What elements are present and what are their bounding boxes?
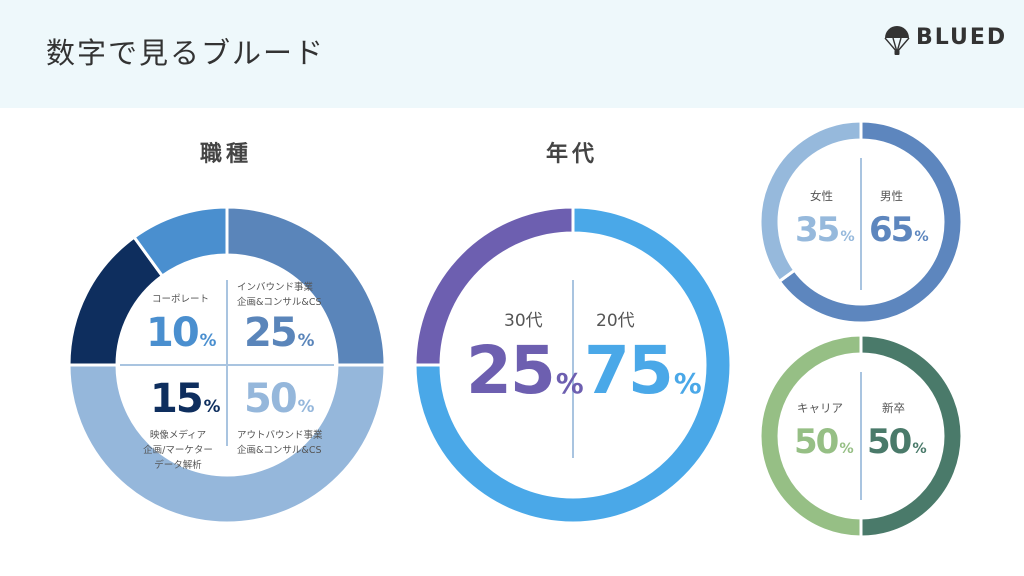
job-donut xyxy=(67,205,387,525)
job-section-title: 職種 xyxy=(200,142,253,167)
gender-segment-male xyxy=(777,119,964,325)
percent-sign: % xyxy=(199,330,217,350)
percent-sign: % xyxy=(839,441,854,457)
hire-value-career: 50% xyxy=(794,422,854,462)
job-label-inbound: インバウンド事業 企画&コンサル&CS xyxy=(237,282,322,308)
gender-label-female: 女性 xyxy=(810,189,833,203)
logo-text: BLUED xyxy=(916,25,1008,50)
blued-logo: BLUED xyxy=(882,24,1005,56)
job-number-media: 15 xyxy=(150,376,204,422)
gender-number-female: 35 xyxy=(795,210,840,250)
job-value-inbound: 25% xyxy=(244,310,315,356)
age-segment-20s xyxy=(413,205,733,525)
gender-value-male: 65% xyxy=(869,210,929,250)
percent-sign: % xyxy=(297,396,315,416)
job-label-media: 映像メディア 企画/マーケター データ解析 xyxy=(143,430,213,471)
age-number-20s: 75 xyxy=(584,332,674,409)
percent-sign: % xyxy=(912,441,927,457)
age-donut xyxy=(413,205,733,525)
parachute-icon xyxy=(884,26,910,55)
gender-value-female: 35% xyxy=(795,210,855,250)
hire-number-career: 50 xyxy=(794,422,839,462)
gender-segment-female xyxy=(758,119,863,283)
age-value-30s: 25% xyxy=(466,332,584,409)
header-band xyxy=(0,0,1024,108)
job-number-outbound: 50 xyxy=(244,376,298,422)
gender-donut xyxy=(758,119,964,325)
age-value-20s: 75% xyxy=(584,332,702,409)
percent-sign: % xyxy=(555,367,584,400)
hire-donut xyxy=(758,333,964,539)
job-number-corporate: 10 xyxy=(146,310,200,356)
percent-sign: % xyxy=(203,396,221,416)
gender-label-male: 男性 xyxy=(880,189,903,203)
percent-sign: % xyxy=(840,229,855,245)
percent-sign: % xyxy=(297,330,315,350)
job-segment-corporate xyxy=(132,205,229,278)
job-value-outbound: 50% xyxy=(244,376,315,422)
job-label-outbound: アウトバウンド事業 企画&コンサル&CS xyxy=(237,430,323,456)
age-segment-30s xyxy=(413,205,575,367)
job-segment-outbound xyxy=(67,363,387,525)
page-title: 数字で見るブルード xyxy=(46,36,326,70)
job-value-corporate: 10% xyxy=(146,310,217,356)
hire-number-newgrad: 50 xyxy=(867,422,912,462)
hire-value-newgrad: 50% xyxy=(867,422,927,462)
job-label-corporate: コーポレート xyxy=(152,294,210,305)
age-section-title: 年代 xyxy=(546,142,599,167)
percent-sign: % xyxy=(914,229,929,245)
age-label-20s: 20代 xyxy=(596,311,635,331)
job-number-inbound: 25 xyxy=(244,310,298,356)
job-value-media: 15% xyxy=(150,376,221,422)
age-label-30s: 30代 xyxy=(504,311,543,331)
percent-sign: % xyxy=(673,367,702,400)
hire-segment-career xyxy=(758,333,863,539)
hire-label-newgrad: 新卒 xyxy=(882,401,905,415)
age-number-30s: 25 xyxy=(466,332,556,409)
gender-number-male: 65 xyxy=(869,210,914,250)
hire-label-career: キャリア xyxy=(797,401,843,415)
